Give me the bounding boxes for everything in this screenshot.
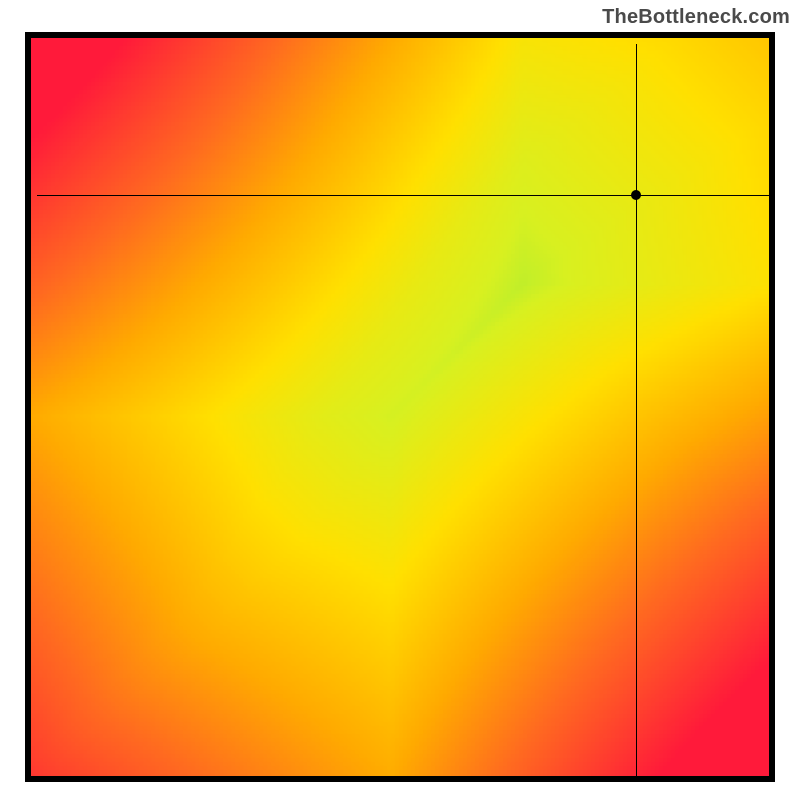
- crosshair-horizontal: [37, 195, 775, 196]
- container: TheBottleneck.com: [0, 0, 800, 800]
- crosshair-vertical: [636, 44, 637, 782]
- watermark-text: TheBottleneck.com: [602, 6, 790, 29]
- heatmap-canvas: [31, 38, 769, 776]
- crosshair-marker: [631, 190, 641, 200]
- plot-frame: [25, 32, 775, 782]
